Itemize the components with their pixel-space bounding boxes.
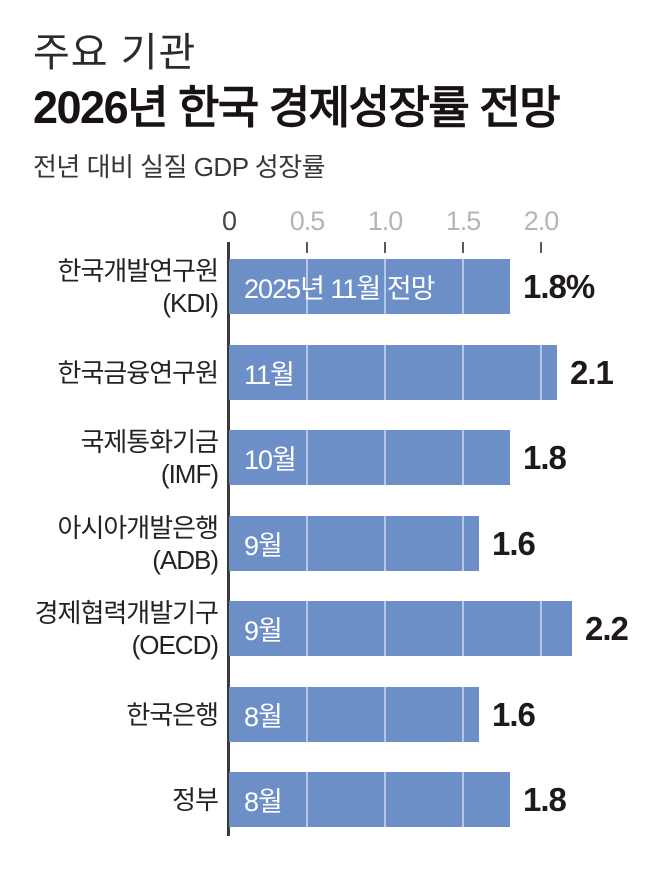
bar: 11월 <box>229 345 557 400</box>
x-tick-label: 2.0 <box>523 206 560 236</box>
kicker-text: 주요 기관 <box>33 31 197 75</box>
x-tick-mark <box>306 242 308 253</box>
bar-gridline <box>462 601 464 656</box>
institution-label: 국제통화기금 (IMF) <box>0 427 219 489</box>
x-tick-label: 1.0 <box>367 206 404 236</box>
bar-month-label: 9월 <box>244 531 283 561</box>
bar-gridline <box>384 687 386 742</box>
bar-gridline <box>540 601 542 656</box>
institution-abbr: (IMF) <box>160 458 219 489</box>
bar: 2025년 11월 전망 <box>229 259 510 314</box>
bar-gridline <box>384 772 386 827</box>
institution-label: 아시아개발은행 (ADB) <box>0 513 219 575</box>
bar: 10월 <box>229 430 510 485</box>
bar-month-label: 10월 <box>244 445 297 475</box>
bar-gridline <box>306 345 308 400</box>
x-tick-label: 0.5 <box>289 206 326 236</box>
bar: 9월 <box>229 516 479 571</box>
bar-gridline <box>306 772 308 827</box>
bar-month-label: 2025년 11월 전망 <box>244 274 435 304</box>
bar-gridline <box>462 430 464 485</box>
x-tick-label: 1.5 <box>445 206 482 236</box>
bar-gridline <box>306 259 308 314</box>
bar-month-label: 11월 <box>244 360 295 390</box>
bar-gridline <box>462 516 464 571</box>
bar-gridline <box>384 601 386 656</box>
bar-gridline <box>384 259 386 314</box>
institution-name: 한국금융연구원 <box>57 357 219 388</box>
page-title: 2026년 한국 경제성장률 전망 <box>33 82 561 133</box>
bar-gridline <box>306 430 308 485</box>
bar: 8월 <box>229 772 510 827</box>
value-label: 1.8 <box>523 780 567 818</box>
value-label: 1.8 <box>523 438 567 476</box>
institution-name: 경제협력개발기구 <box>34 597 219 628</box>
institution-abbr: (KDI) <box>162 287 219 318</box>
value-label: 1.8% <box>523 267 595 305</box>
x-tick-mark <box>540 242 542 253</box>
bar: 8월 <box>229 687 479 742</box>
institution-label: 경제협력개발기구 (OECD) <box>0 598 219 660</box>
institution-name: 아시아개발은행 <box>57 512 219 543</box>
x-tick-mark <box>384 242 386 253</box>
bar-gridline <box>462 345 464 400</box>
y-axis-line <box>227 242 230 836</box>
institution-label: 한국은행 <box>0 687 219 742</box>
bar-gridline <box>540 345 542 400</box>
bar-gridline <box>384 516 386 571</box>
bar: 9월 <box>229 601 572 656</box>
bar-gridline <box>306 601 308 656</box>
chart-header: 주요 기관 2026년 한국 경제성장률 전망 전년 대비 실질 GDP 성장률 <box>33 30 633 184</box>
bar-month-label: 8월 <box>244 787 283 817</box>
bar-gridline <box>306 687 308 742</box>
institution-name: 정부 <box>172 784 219 815</box>
institution-name: 국제통화기금 <box>80 426 219 457</box>
institution-abbr: (ADB) <box>152 544 219 575</box>
bar-gridline <box>384 345 386 400</box>
institution-name: 한국개발연구원 <box>57 255 219 286</box>
institution-label: 한국금융연구원 <box>0 345 219 400</box>
bar-gridline <box>462 687 464 742</box>
subtitle-text: 전년 대비 실질 GDP 성장률 <box>33 152 326 182</box>
value-label: 1.6 <box>492 524 536 562</box>
bar-gridline <box>462 772 464 827</box>
value-label: 1.6 <box>492 695 536 733</box>
bar-gridline <box>462 259 464 314</box>
bar-gridline <box>384 430 386 485</box>
institution-label: 한국개발연구원 (KDI) <box>0 256 219 318</box>
bar-gridline <box>306 516 308 571</box>
institution-abbr: (OECD) <box>131 629 219 660</box>
value-label: 2.1 <box>570 353 614 391</box>
x-tick-mark <box>462 242 464 253</box>
institution-label: 정부 <box>0 772 219 827</box>
bar-month-label: 8월 <box>244 702 283 732</box>
institution-name: 한국은행 <box>126 699 219 730</box>
value-label: 2.2 <box>585 609 629 647</box>
bar-month-label: 9월 <box>244 616 283 646</box>
x-tick-label: 0 <box>221 206 237 236</box>
